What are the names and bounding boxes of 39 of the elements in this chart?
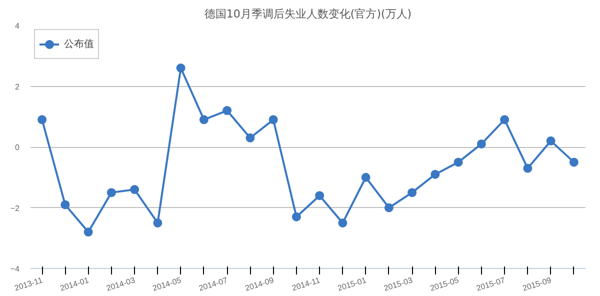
legend-label: 公布值 bbox=[64, 38, 94, 51]
x-tick-label: 2013-11 bbox=[13, 276, 44, 293]
x-tick-label: 2015-01 bbox=[336, 276, 368, 293]
point bbox=[338, 218, 348, 228]
point bbox=[106, 188, 116, 198]
chart-title: 德国10月季调后失业人数变化(官方)(万人) bbox=[204, 8, 412, 20]
x-tick-label: 2014-09 bbox=[244, 276, 276, 293]
x-tick-label: 2014-03 bbox=[105, 276, 137, 293]
point bbox=[176, 64, 186, 73]
point bbox=[222, 106, 232, 116]
x-tick-label: 2014-11 bbox=[290, 276, 322, 293]
point bbox=[384, 203, 394, 212]
point bbox=[315, 191, 324, 200]
y-tick-label: 4 bbox=[15, 22, 20, 30]
point bbox=[246, 133, 255, 142]
y-tick-label: 0 bbox=[15, 143, 20, 152]
point bbox=[153, 218, 162, 228]
point bbox=[408, 188, 417, 198]
point bbox=[38, 115, 47, 124]
x-tick-label: 2014-01 bbox=[59, 276, 90, 293]
point bbox=[268, 115, 278, 124]
point bbox=[500, 115, 510, 124]
y-tick-label: 2 bbox=[15, 82, 20, 92]
point bbox=[84, 228, 93, 237]
point bbox=[546, 136, 556, 146]
x-tick-label: 2015-09 bbox=[522, 276, 553, 293]
point bbox=[292, 212, 301, 222]
point bbox=[476, 139, 486, 148]
point bbox=[361, 172, 370, 182]
point bbox=[569, 158, 578, 167]
point bbox=[454, 158, 463, 167]
point bbox=[199, 115, 208, 124]
point bbox=[130, 185, 140, 194]
y-tick-label: −2 bbox=[10, 204, 20, 213]
x-tick-label: 2015-03 bbox=[382, 276, 414, 293]
point bbox=[430, 170, 440, 179]
point bbox=[60, 200, 70, 210]
point bbox=[523, 164, 532, 173]
y-tick-label: −4 bbox=[10, 264, 20, 274]
